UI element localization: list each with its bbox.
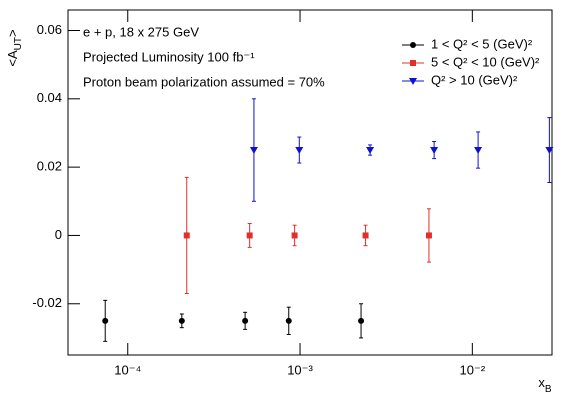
x-label-sub: B — [545, 384, 552, 395]
point — [362, 232, 369, 239]
point — [183, 232, 190, 239]
annotation: Projected Luminosity 100 fb⁻¹ — [83, 49, 255, 64]
point — [102, 317, 109, 324]
y-tick-label: 0.02 — [37, 159, 62, 174]
x-tick-label: 10⁻³ — [287, 362, 313, 377]
y-label-main: <A — [5, 50, 20, 67]
legend-marker — [410, 42, 416, 48]
point — [178, 317, 185, 324]
point — [246, 232, 253, 239]
point — [425, 232, 432, 239]
y-axis-label: <AUT> — [5, 29, 23, 66]
point — [358, 317, 365, 324]
y-label-end: > — [5, 29, 20, 37]
point — [295, 147, 304, 155]
x-axis-label: xB — [538, 375, 552, 394]
legend-label: 5 < Q² < 10 (GeV)² — [431, 54, 540, 69]
point — [474, 147, 483, 155]
x-tick-label: 10⁻⁴ — [114, 362, 141, 377]
point — [430, 147, 439, 155]
point — [366, 147, 375, 155]
legend-marker — [409, 78, 417, 85]
point — [285, 317, 292, 324]
x-tick-label: 10⁻² — [460, 362, 486, 377]
legend-marker — [410, 60, 416, 66]
point — [242, 317, 249, 324]
y-tick-label: -0.02 — [32, 295, 62, 310]
x-label-main: x — [538, 375, 545, 390]
y-tick-label: 0.04 — [37, 90, 62, 105]
legend-label: Q² > 10 (GeV)² — [431, 72, 518, 87]
point — [291, 232, 298, 239]
annotation: Proton beam polarization assumed = 70% — [83, 74, 325, 89]
point — [249, 147, 258, 155]
y-tick-label: 0 — [55, 227, 62, 242]
y-label-sub: UT — [13, 37, 24, 50]
point — [545, 147, 554, 155]
annotation: e + p, 18 x 275 GeV — [83, 24, 199, 39]
frame — [67, 9, 553, 356]
legend-label: 1 < Q² < 5 (GeV)² — [431, 36, 533, 51]
y-tick-label: 0.06 — [37, 22, 62, 37]
